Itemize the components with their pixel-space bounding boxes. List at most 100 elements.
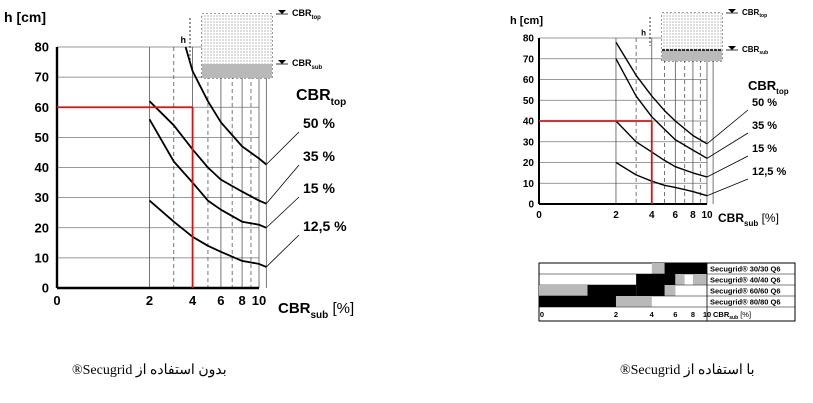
secugrid-selection-table: Secugrid® 30/30 Q6 Secugrid® 40/40 Q6 Secu… bbox=[538, 262, 796, 322]
x-tick-label: 0 bbox=[536, 210, 542, 221]
table-row-label: Secugrid® 80/80 Q6 bbox=[710, 298, 781, 307]
leader-line bbox=[706, 178, 749, 197]
table-row-label: Secugrid® 40/40 Q6 bbox=[710, 276, 781, 285]
curve-125 bbox=[615, 161, 708, 197]
x-tick-label: 10 bbox=[701, 210, 713, 221]
inset-arrow-top bbox=[728, 9, 736, 13]
curve-125 bbox=[148, 199, 267, 268]
table-cell-grey bbox=[539, 285, 588, 296]
table-cell-black bbox=[539, 296, 616, 307]
y-tick-label: 30 bbox=[523, 137, 535, 148]
y-tick-label: 60 bbox=[35, 100, 49, 115]
series-label: 15 % bbox=[303, 180, 335, 196]
y-tick-label: 70 bbox=[35, 70, 49, 85]
chart-with-secugrid: 0 10 20 30 40 50 60 70 80 0 2 4 6 8 10 h [cm] CBRsub [%]… bbox=[510, 8, 789, 228]
x-tick-label: 2 bbox=[146, 293, 153, 308]
y-tick-label: 0 bbox=[528, 200, 534, 211]
table-cell-black bbox=[636, 274, 676, 285]
y-tick-label: 40 bbox=[523, 117, 535, 128]
inset-label-sub: CBRsub bbox=[292, 58, 323, 71]
inset-arrow-sub bbox=[278, 60, 286, 64]
table-x-tick: 6 bbox=[673, 310, 677, 319]
x-axis-label: CBRsub [%] bbox=[278, 300, 354, 321]
table-cell-black bbox=[664, 263, 707, 274]
table-x-tick: 10 bbox=[703, 310, 711, 319]
series-label: 50 % bbox=[303, 115, 335, 131]
inset-top-layer bbox=[202, 14, 272, 64]
inset-label-top: CBRtop bbox=[742, 8, 767, 19]
table-x-tick: 2 bbox=[614, 310, 618, 319]
series-label: 15 % bbox=[752, 143, 777, 155]
inset-label-top: CBRtop bbox=[292, 8, 321, 21]
inset-sub-layer bbox=[202, 64, 272, 78]
y-tick-label: 20 bbox=[35, 220, 49, 235]
leader-line bbox=[706, 132, 749, 159]
inset-arrow-top bbox=[278, 10, 286, 14]
y-tick-label: 20 bbox=[523, 158, 535, 169]
inset-h-label: h bbox=[641, 29, 646, 38]
y-tick-label: 60 bbox=[523, 75, 535, 86]
table-x-label: CBRsub [%] bbox=[713, 310, 751, 321]
series-label: 35 % bbox=[752, 120, 777, 132]
inset-h-label: h bbox=[181, 35, 187, 45]
y-tick-label: 80 bbox=[35, 40, 49, 55]
y-tick-label: 30 bbox=[35, 190, 49, 205]
leader-line bbox=[706, 155, 749, 178]
table-cell-grey bbox=[692, 274, 707, 285]
curve-50 bbox=[184, 46, 267, 166]
y-tick-label: 40 bbox=[35, 160, 49, 175]
y-axis-label: h [cm] bbox=[510, 15, 543, 27]
y-axis-label: h [cm] bbox=[4, 9, 46, 25]
inset-arrow-sub bbox=[728, 46, 736, 50]
y-tick-label: 0 bbox=[42, 281, 49, 296]
y-tick-label: 10 bbox=[523, 179, 535, 190]
x-tick-label: 8 bbox=[690, 210, 696, 221]
inset-sub-layer bbox=[662, 50, 722, 61]
x-tick-label: 4 bbox=[189, 293, 197, 308]
table-cell-grey bbox=[615, 296, 652, 307]
legend-title: CBRtop bbox=[296, 87, 346, 108]
x-tick-label: 6 bbox=[217, 293, 224, 308]
series-label: 12,5 % bbox=[752, 166, 786, 178]
series-label: 35 % bbox=[303, 148, 335, 164]
leader-line bbox=[266, 196, 300, 229]
table-row-label: Secugrid® 30/30 Q6 bbox=[710, 265, 781, 274]
y-tick-label: 80 bbox=[523, 34, 535, 45]
y-tick-label: 50 bbox=[523, 96, 535, 107]
curve-15 bbox=[615, 120, 708, 178]
x-tick-label: 10 bbox=[252, 293, 266, 308]
table-x-tick: 8 bbox=[691, 310, 695, 319]
series-label: 12,5 % bbox=[303, 218, 347, 234]
leader-line bbox=[266, 131, 300, 165]
x-tick-label: 6 bbox=[673, 210, 679, 221]
x-tick-label: 0 bbox=[53, 293, 60, 308]
series-label: 50 % bbox=[752, 97, 777, 109]
leader-line bbox=[266, 164, 300, 204]
table-cell-grey bbox=[651, 263, 665, 274]
inset-top-layer bbox=[662, 13, 722, 50]
curve-50 bbox=[615, 41, 708, 145]
y-tick-label: 10 bbox=[35, 250, 49, 265]
curve-35 bbox=[615, 58, 708, 159]
inset-label-sub: CBRsub bbox=[742, 45, 768, 56]
x-axis-label: CBRsub [%] bbox=[718, 211, 779, 228]
table-row-label: Secugrid® 60/60 Q6 bbox=[710, 287, 781, 296]
caption-left: بدون استفاده از Secugrid® bbox=[72, 363, 227, 378]
x-tick-label: 4 bbox=[649, 210, 655, 221]
legend-title: CBRtop bbox=[748, 78, 789, 96]
chart-without-secugrid: 0 10 20 30 40 50 60 70 80 0 2 4 6 8 10 h [cm] CBRsub [%]… bbox=[4, 8, 354, 321]
y-tick-label: 50 bbox=[35, 130, 49, 145]
table-x-tick: 4 bbox=[650, 310, 655, 319]
table-cell-grey bbox=[675, 274, 685, 285]
table-x-tick: 0 bbox=[540, 310, 544, 319]
leader-line bbox=[266, 234, 300, 268]
x-tick-label: 8 bbox=[238, 293, 245, 308]
table-cell-black bbox=[636, 285, 665, 296]
table-cell-black bbox=[587, 285, 637, 296]
table-cell-grey bbox=[664, 285, 676, 296]
leader-line bbox=[706, 109, 749, 145]
x-tick-label: 2 bbox=[613, 210, 619, 221]
y-tick-label: 70 bbox=[523, 54, 535, 65]
curve-15 bbox=[148, 118, 267, 229]
